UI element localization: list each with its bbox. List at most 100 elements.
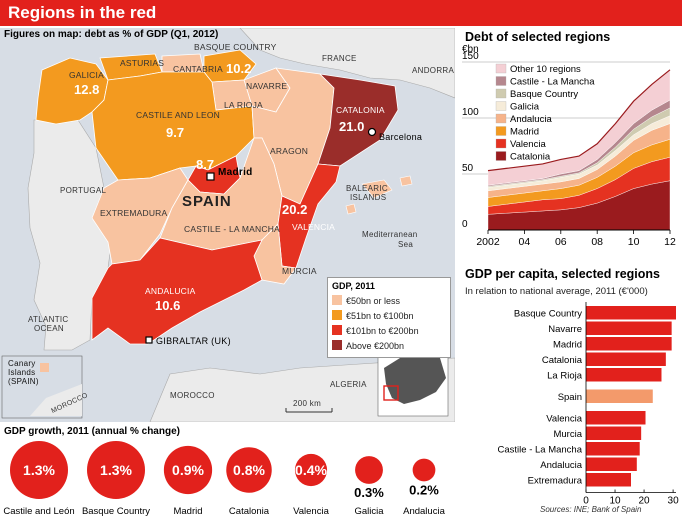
y-tick-label: 150 [462, 51, 479, 62]
legend-swatch [495, 88, 507, 99]
growth-value-label: 0.2% [409, 482, 439, 497]
bar-category-label: Murcia [553, 429, 582, 440]
region-label-valencia: VALENCIA [292, 222, 336, 232]
bar [586, 426, 642, 440]
bar [586, 389, 653, 403]
legend-label: €101bn to €200bn [346, 326, 419, 336]
label-sea: Sea [398, 240, 414, 249]
region-label-castile-leon: CASTILE AND LEON [136, 110, 220, 120]
bar-category-label: Valencia [546, 414, 582, 425]
growth-value-label: 1.3% [23, 462, 55, 478]
growth-bubble [355, 456, 383, 484]
y-tick-label: 50 [462, 163, 474, 174]
region-catalonia [317, 73, 399, 167]
total-line [487, 69, 671, 172]
region-value-catalonia: 21.0 [339, 119, 365, 134]
legend-label: Above €200bn [346, 341, 405, 351]
growth-category-label: Galicia [354, 506, 384, 517]
growth-chart-title: GDP growth, 2011 (annual % change) [4, 426, 180, 437]
legend-swatch [495, 76, 507, 86]
map-legend: GDP, 2011 €50bn or less €51bn to €100bn … [327, 277, 451, 358]
label-portugal: PORTUGAL [60, 186, 107, 195]
x-tick-label: 12 [664, 236, 676, 248]
growth-category-label: Castile and León [3, 506, 74, 517]
region-label-extremadura: EXTREMADURA [100, 208, 168, 218]
region-value-galicia: 12.8 [74, 82, 100, 97]
x-tick-label: 08 [591, 236, 603, 248]
bar-category-label: Basque Country [514, 309, 582, 320]
growth-category-label: Catalonia [229, 506, 270, 517]
x-tick-label: 30 [668, 496, 680, 505]
region-label-castile-lamancha: CASTILE - LA MANCHA [184, 224, 280, 234]
bar-category-label: La Rioja [547, 371, 583, 382]
legend-label: Andalucia [510, 114, 552, 125]
legend-swatch [332, 325, 342, 335]
region-value-castile-leon: 9.7 [166, 125, 185, 140]
label-atlantic: ATLANTIC [28, 315, 69, 324]
portugal-land [27, 119, 113, 351]
region-label-larioja: LA RIOJA [224, 100, 263, 110]
map-legend-title: GDP, 2011 [332, 281, 375, 291]
label-islands: ISLANDS [350, 193, 387, 202]
region-andalucia [91, 237, 263, 345]
bar [586, 306, 676, 320]
label-canary1: Canary [8, 359, 36, 368]
legend-item: €50bn or less [332, 295, 400, 306]
spain-map: Figures on map: debt as % of GDP (Q1, 20… [0, 28, 455, 422]
region-label-cantabria: CANTABRIA [173, 64, 223, 74]
label-mediterranean: Mediterranean [362, 230, 418, 239]
label-country: SPAIN [182, 193, 232, 210]
x-tick-label: 10 [628, 236, 640, 248]
label-ocean: OCEAN [34, 324, 64, 333]
label-balearic: BALEARIC [346, 184, 388, 193]
legend-label: Castile - La Mancha [510, 77, 595, 88]
bar [586, 352, 666, 366]
legend-swatch [332, 310, 342, 320]
region-value-madrid: 8.7 [196, 157, 215, 172]
legend-swatch [495, 101, 507, 111]
bar [586, 321, 672, 335]
x-tick-label: 0 [583, 496, 589, 505]
legend-swatch [495, 151, 507, 161]
debt-chart-title: Debt of selected regions [465, 30, 611, 44]
growth-bubble [294, 453, 328, 487]
canary-morocco-shape [30, 384, 82, 416]
region-extremadura [91, 167, 189, 265]
growth-value-label: 0.8% [233, 462, 265, 478]
growth-category-label: Basque Country [82, 506, 150, 517]
label-barcelona: Barcelona [379, 132, 423, 142]
legend-label: Basque Country [510, 89, 578, 100]
legend-label: Madrid [510, 127, 539, 138]
bar [586, 457, 637, 471]
growth-category-label: Madrid [173, 506, 202, 517]
region-label-navarre: NAVARRE [246, 81, 288, 91]
gdp-bar-chart: Basque Country Navarre Madrid Catalonia La R… [498, 302, 680, 505]
bar [586, 411, 646, 425]
label-canary3: (SPAIN) [8, 377, 39, 386]
bar [586, 337, 672, 351]
x-tick-label: 20 [639, 496, 651, 505]
legend-swatch [332, 295, 342, 305]
legend-swatch [495, 126, 507, 136]
growth-value-label: 0.9% [172, 462, 204, 478]
growth-bubble-chart: 1.3% Castile and León 1.3% Basque Country 0.… [3, 441, 446, 517]
bar-category-label: Spain [558, 392, 582, 403]
source-note: Sources: INE; Bank of Spain [540, 505, 642, 514]
region-value-andalucia: 10.6 [155, 298, 181, 313]
map-subtitle: Figures on map: debt as % of GDP (Q1, 20… [4, 29, 219, 40]
legend-label: Catalonia [510, 152, 551, 163]
bar [586, 368, 662, 382]
x-tick-label: 10 [609, 496, 621, 505]
bar-category-label: Andalucia [540, 460, 582, 471]
madrid-marker [206, 172, 215, 181]
bar [586, 473, 631, 487]
y-tick-label: 100 [462, 107, 479, 118]
label-scale: 200 km [293, 399, 322, 408]
legend-label: €50bn or less [346, 296, 401, 306]
label-gibraltar: GIBRALTAR (UK) [156, 336, 231, 346]
debt-area-chart: 0 50 100 150€bn 2002 04 06 08 10 12 Other 10 regio… [462, 44, 676, 248]
page-title: Regions in the red [8, 3, 157, 22]
region-value-valencia: 20.2 [282, 202, 308, 217]
gibraltar-marker [145, 336, 153, 344]
y-tick-label: 0 [462, 219, 468, 230]
